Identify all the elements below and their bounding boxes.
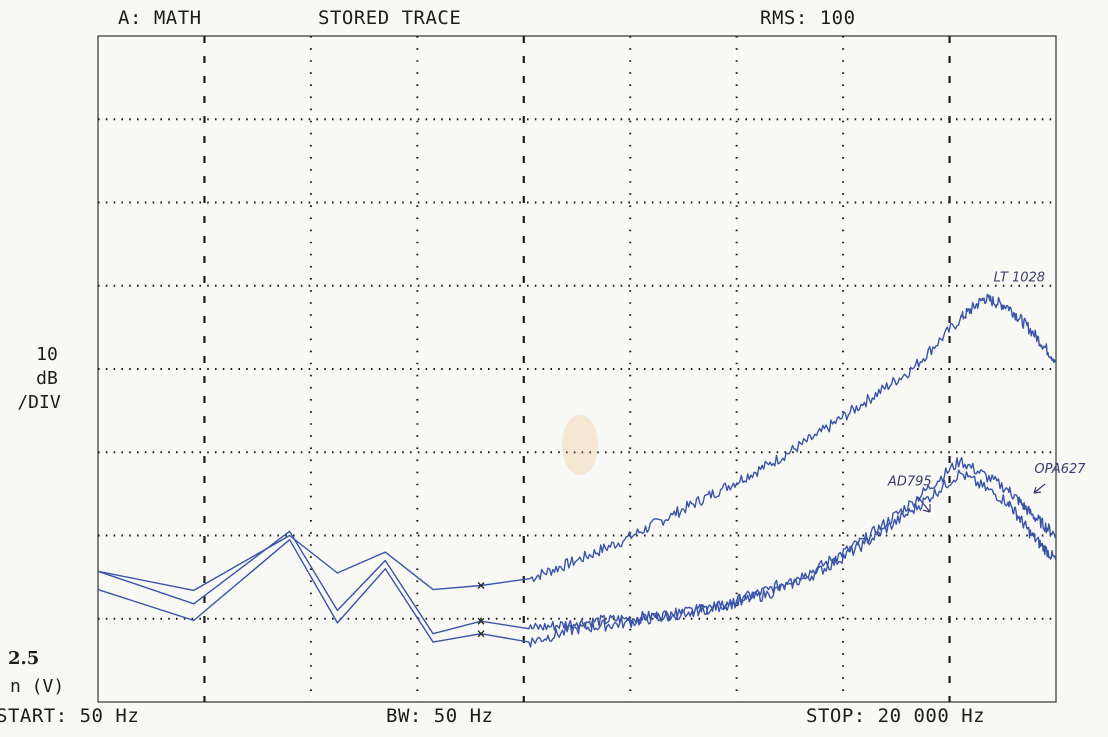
- annotation-group: LT 1028 AD795 OPA627: [887, 271, 1086, 513]
- trace-marker: [477, 617, 485, 625]
- annotation-ad795: AD795: [887, 475, 932, 490]
- annotation-lt-1028: LT 1028: [994, 271, 1046, 286]
- scale-value: 10: [36, 344, 58, 365]
- marker-group: [477, 581, 485, 638]
- reference-level: 2.5: [8, 648, 40, 669]
- trace-marker: [477, 581, 485, 589]
- start-frequency: START: 50 Hz: [0, 705, 140, 727]
- rms-label: RMS: 100: [760, 7, 856, 29]
- stain-mark: [562, 415, 598, 475]
- bandwidth: BW: 50 Hz: [386, 705, 494, 727]
- trace-mode-label: STORED TRACE: [318, 7, 462, 29]
- trace-opa627: [97, 469, 1057, 648]
- trace-lt-1028: [97, 293, 1057, 592]
- annotation-opa627: OPA627: [1034, 462, 1086, 477]
- scale-per-div: /DIV: [17, 392, 61, 413]
- trace-group: [97, 293, 1057, 648]
- annotation-arrow-opa627: [1033, 483, 1046, 494]
- trace-ad795: [97, 457, 1057, 635]
- scale-unit: dB: [36, 368, 58, 389]
- stop-frequency: STOP: 20 000 Hz: [806, 705, 986, 727]
- reference-unit: n (V): [10, 676, 65, 697]
- trace-marker: [477, 630, 485, 638]
- annotation-arrow-ad795: [917, 496, 931, 513]
- channel-label: A: MATH: [118, 7, 202, 29]
